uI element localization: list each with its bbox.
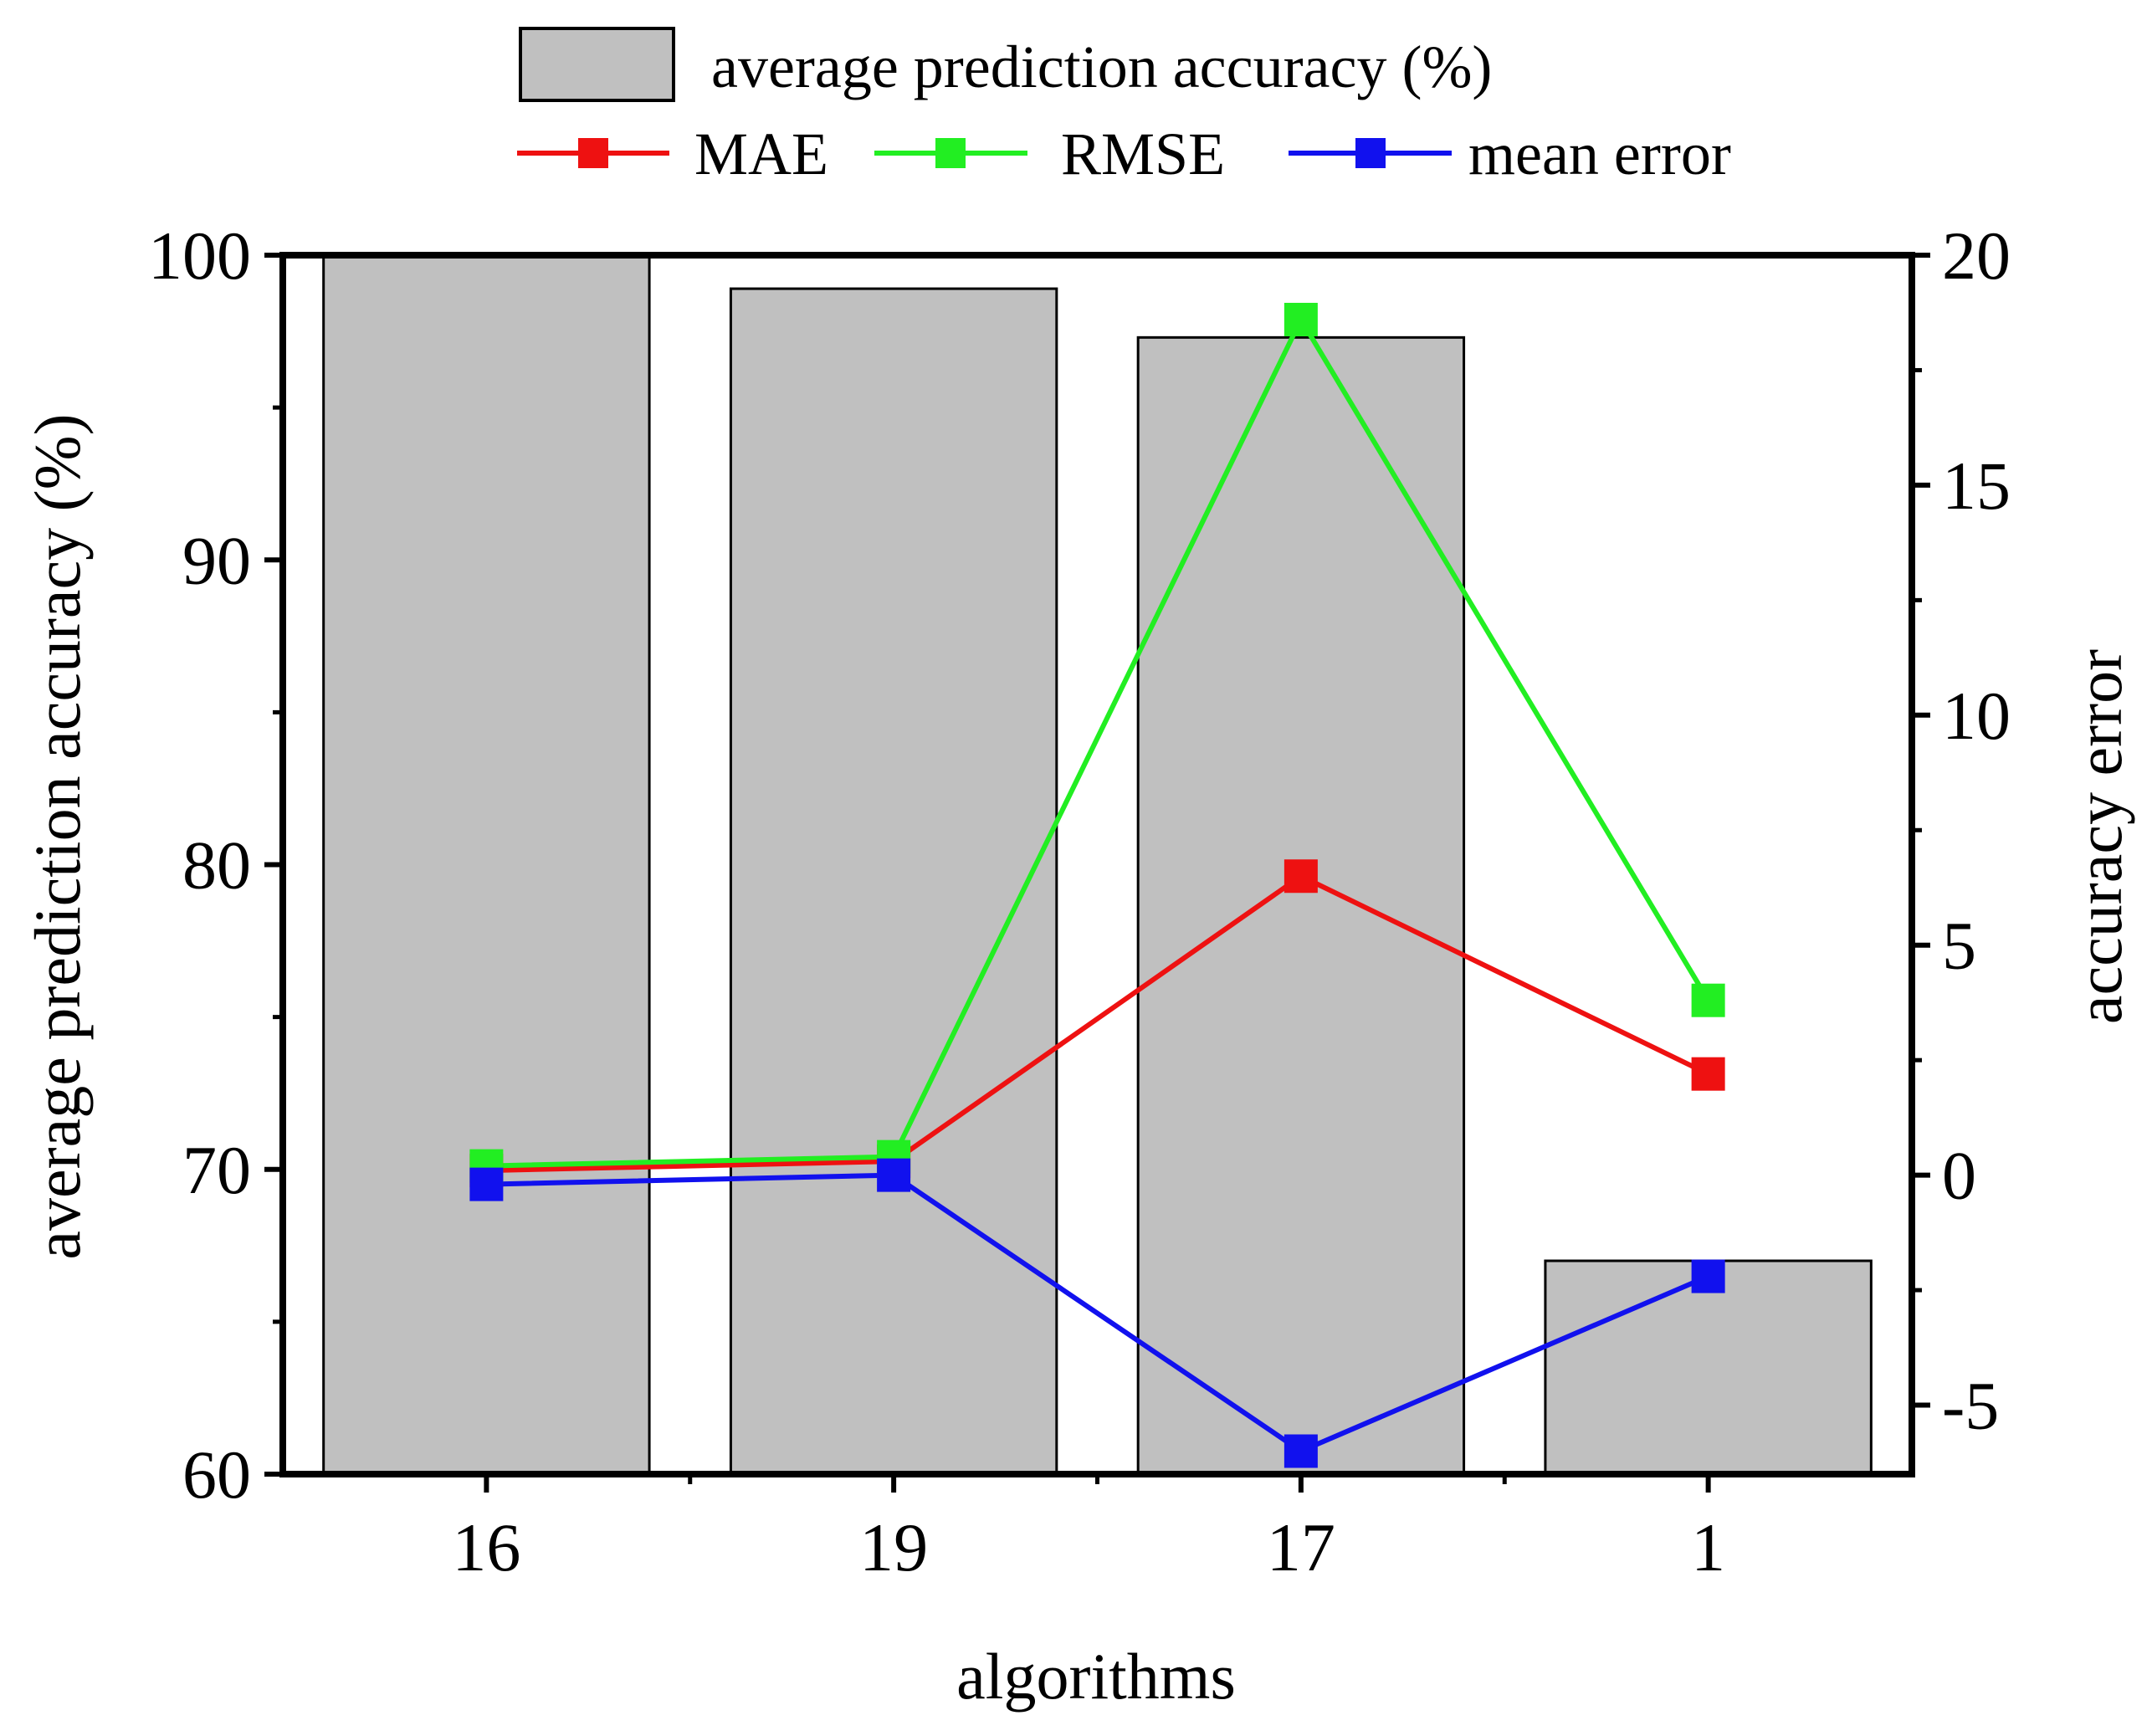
left-y-tick-label-60: 60 — [182, 1436, 251, 1513]
right-y-tick-label-0: 0 — [1942, 1138, 1976, 1214]
point-mean-error-19 — [877, 1158, 911, 1192]
point-rmse-1 — [1691, 983, 1725, 1017]
x-tick-label-19: 19 — [859, 1509, 928, 1585]
right-y-tick-label--5: -5 — [1942, 1368, 1999, 1444]
legend-mae-label: MAE — [694, 120, 828, 187]
point-rmse-17 — [1284, 302, 1318, 336]
legend-mean-error-label: mean error — [1468, 120, 1731, 187]
point-mean-error-16 — [469, 1167, 504, 1201]
legend-rmse-label: RMSE — [1061, 120, 1225, 187]
legend-mae-marker — [578, 138, 608, 168]
legend-bar-label: average prediction accuracy (%) — [711, 33, 1492, 100]
right-y-tick-label-10: 10 — [1942, 678, 2011, 754]
left-y-tick-label-70: 70 — [182, 1132, 251, 1208]
bar-19 — [729, 287, 1058, 1476]
right-y-tick-label-5: 5 — [1942, 908, 1976, 984]
series-line-rmse — [486, 314, 1711, 1169]
bar-16 — [322, 253, 651, 1476]
point-mae-17 — [1284, 859, 1318, 894]
left-y-tick-label-90: 90 — [182, 522, 251, 598]
legend-bar-swatch — [519, 27, 675, 102]
point-mean-error-17 — [1284, 1434, 1318, 1468]
legend: average prediction accuracy (%) MAE RMSE… — [517, 27, 1731, 187]
ticks-layer: 60 70 80 90 100 -5 0 5 10 15 20 16 19 17 1 — [148, 218, 2011, 1585]
left-y-tick-label-100: 100 — [148, 218, 251, 294]
legend-rmse-marker — [935, 138, 966, 168]
legend-mean-error-marker — [1355, 138, 1386, 168]
series-line-mean-error — [486, 1172, 1709, 1454]
x-tick-label-16: 16 — [452, 1509, 520, 1585]
right-y-axis-title: accuracy error — [2062, 649, 2135, 1024]
right-y-tick-label-20: 20 — [1942, 218, 2011, 294]
lines-layer — [469, 302, 1725, 1468]
x-tick-label-1: 1 — [1691, 1509, 1725, 1585]
point-mean-error-1 — [1691, 1259, 1725, 1293]
right-y-tick-label-15: 15 — [1942, 448, 2011, 524]
bars-layer — [322, 253, 1873, 1476]
series-line-mae — [486, 873, 1709, 1174]
left-y-tick-label-80: 80 — [182, 827, 251, 904]
point-mae-1 — [1691, 1057, 1725, 1091]
bar-17 — [1136, 335, 1466, 1476]
bar-1 — [1544, 1259, 1873, 1476]
x-tick-label-17: 17 — [1267, 1509, 1335, 1585]
x-axis-title: algorithms — [956, 1640, 1236, 1713]
left-y-axis-title: average prediction accuracy (%) — [21, 413, 94, 1259]
